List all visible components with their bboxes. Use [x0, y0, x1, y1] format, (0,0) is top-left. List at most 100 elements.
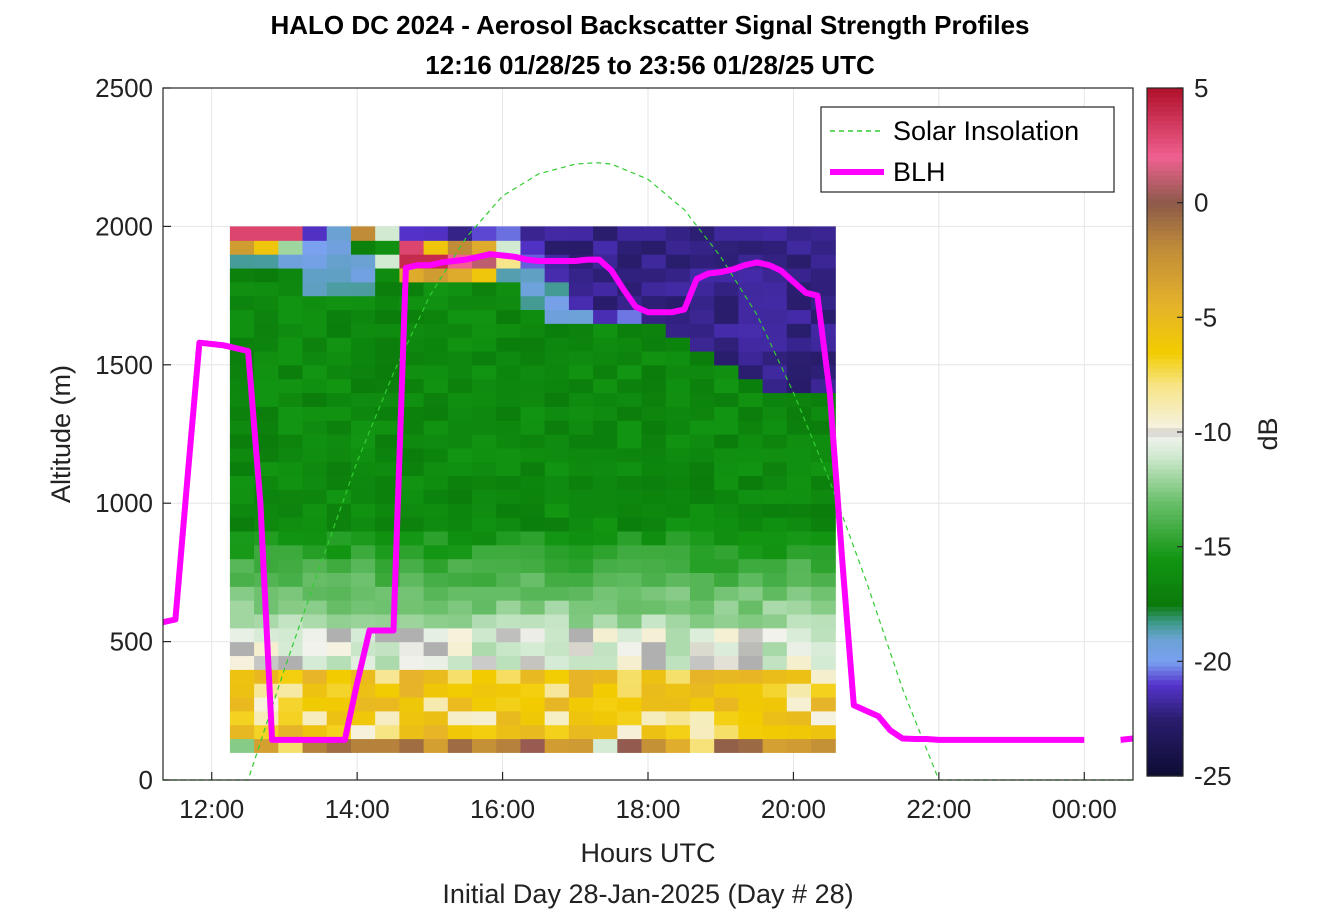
- heatmap-cell: [593, 350, 618, 366]
- heatmap-cell: [593, 683, 618, 698]
- heatmap-cell: [496, 738, 522, 753]
- heatmap-cell: [496, 613, 522, 629]
- heatmap-cell: [738, 267, 764, 283]
- heatmap-cell: [714, 696, 739, 712]
- heatmap-cell: [641, 378, 667, 394]
- heatmap-cell: [593, 710, 618, 726]
- heatmap-cell: [593, 572, 618, 587]
- heatmap-cell: [689, 420, 715, 435]
- colorbar-label: dB: [1253, 417, 1283, 450]
- heatmap-cell: [665, 683, 691, 698]
- heatmap-cell: [375, 683, 400, 698]
- heatmap-cell: [278, 350, 304, 366]
- heatmap-cell: [689, 669, 715, 684]
- heatmap-cell: [375, 724, 400, 740]
- heatmap-cell: [568, 226, 594, 241]
- heatmap-cell: [278, 696, 304, 712]
- heatmap-cell: [762, 226, 788, 241]
- heatmap-cell: [278, 364, 304, 380]
- heatmap-cell: [229, 323, 255, 338]
- heatmap-cell: [786, 669, 812, 684]
- heatmap-cell: [762, 600, 788, 615]
- colorbar-segment: [1147, 542, 1183, 548]
- heatmap-cell: [399, 613, 425, 629]
- colorbar-segment: [1147, 592, 1183, 598]
- heatmap-cell: [254, 337, 279, 352]
- heatmap-cell: [278, 655, 304, 670]
- heatmap-cell: [593, 517, 618, 532]
- heatmap-cell: [447, 434, 473, 449]
- heatmap-cell: [544, 475, 570, 490]
- heatmap-cell: [447, 600, 473, 615]
- heatmap-cell: [593, 240, 618, 255]
- heatmap-cell: [714, 392, 739, 407]
- heatmap-cell: [472, 696, 497, 712]
- heatmap-cell: [617, 517, 643, 532]
- heatmap-cell: [544, 350, 570, 366]
- heatmap-cell: [617, 530, 643, 546]
- heatmap-cell: [714, 641, 739, 657]
- heatmap-cell: [544, 226, 570, 241]
- heatmap-cell: [375, 475, 400, 490]
- heatmap-cell: [811, 572, 836, 587]
- heatmap-cell: [423, 392, 449, 407]
- heatmap-cell: [665, 586, 691, 601]
- heatmap-cell: [568, 572, 594, 587]
- heatmap-cell: [399, 641, 425, 657]
- heatmap-cell: [229, 710, 255, 726]
- heatmap-cell: [496, 323, 522, 338]
- heatmap-cell: [544, 461, 570, 477]
- colorbar-tick-label: 5: [1194, 73, 1208, 103]
- heatmap-cell: [593, 613, 618, 629]
- heatmap-cell: [520, 337, 546, 352]
- heatmap-cell: [762, 350, 788, 366]
- heatmap-cell: [593, 641, 618, 657]
- heatmap-cell: [350, 586, 376, 601]
- heatmap-cell: [423, 309, 449, 324]
- heatmap-cell: [447, 406, 473, 421]
- colorbar-segment: [1147, 422, 1183, 429]
- heatmap-cell: [544, 724, 570, 740]
- heatmap-cell: [472, 683, 497, 698]
- heatmap-cell: [617, 378, 643, 394]
- heatmap-cell: [496, 627, 522, 643]
- heatmap-cell: [447, 655, 473, 670]
- heatmap-cell: [762, 364, 788, 380]
- heatmap-cell: [641, 350, 667, 366]
- heatmap-cell: [326, 503, 352, 518]
- chart-subtitle: 12:16 01/28/25 to 23:56 01/28/25 UTC: [425, 50, 875, 80]
- x-tick-label: 12:00: [179, 794, 244, 824]
- heatmap-cell: [665, 572, 691, 587]
- heatmap-cell: [714, 240, 739, 255]
- colorbar-segment: [1147, 688, 1183, 695]
- colorbar-segment: [1147, 88, 1183, 94]
- heatmap-cell: [762, 295, 788, 311]
- heatmap-cell: [762, 378, 788, 394]
- heatmap-cell: [641, 420, 667, 435]
- heatmap-cell: [811, 655, 836, 670]
- heatmap-cell: [447, 517, 473, 532]
- colorbar-segment: [1147, 665, 1183, 672]
- heatmap-cell: [714, 447, 739, 463]
- colorbar-segment: [1147, 276, 1183, 282]
- heatmap-cell: [568, 447, 594, 463]
- colorbar-segment: [1147, 661, 1183, 667]
- colorbar-segment: [1147, 565, 1183, 571]
- heatmap-cell: [568, 420, 594, 435]
- heatmap-cell: [641, 267, 667, 283]
- heatmap-cell: [689, 558, 715, 573]
- heatmap-cell: [689, 434, 715, 449]
- heatmap-cell: [447, 295, 473, 311]
- heatmap-cell: [738, 586, 764, 601]
- heatmap-cell: [254, 281, 279, 297]
- heatmap-cell: [738, 503, 764, 518]
- heatmap-cell: [302, 544, 328, 560]
- heatmap-cell: [738, 337, 764, 352]
- heatmap-cell: [278, 323, 304, 338]
- colorbar-segment: [1147, 638, 1183, 644]
- heatmap-cell: [762, 738, 788, 753]
- heatmap-cell: [472, 600, 497, 615]
- heatmap-cell: [641, 475, 667, 490]
- heatmap-cell: [278, 226, 304, 241]
- heatmap-cell: [496, 420, 522, 435]
